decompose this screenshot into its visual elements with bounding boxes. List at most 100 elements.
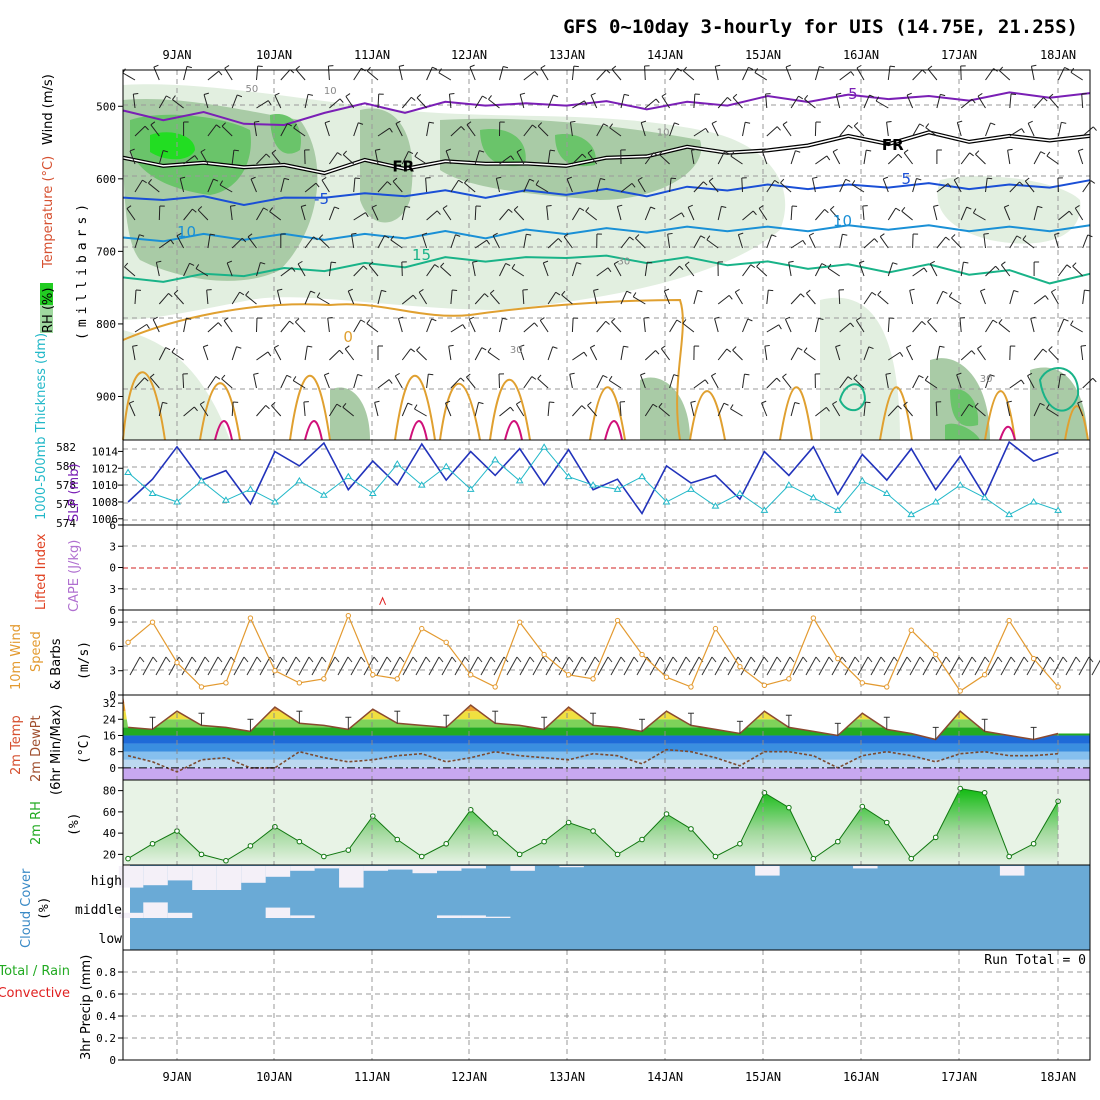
surface-barb — [464, 656, 470, 663]
wind-barb — [366, 70, 379, 81]
wind-barb — [590, 95, 598, 109]
wind-barb — [832, 148, 838, 153]
wind-barb — [194, 155, 199, 160]
surface-barb — [441, 656, 453, 676]
wind-barb — [436, 210, 441, 215]
wind-barb — [887, 153, 899, 165]
wind-barb — [929, 263, 938, 277]
contour-label: 10 — [657, 127, 670, 138]
slp-point — [711, 502, 720, 509]
rh-tick-label: 40 — [103, 827, 116, 840]
wind-barb — [227, 260, 233, 264]
wind-barb — [717, 348, 728, 361]
wind-barb — [875, 96, 880, 102]
wind-barb — [313, 236, 318, 241]
precip-tick-label: 0 — [109, 1054, 116, 1067]
wind-barb — [445, 148, 451, 152]
wind-barb — [156, 260, 162, 263]
slp-point — [271, 497, 279, 505]
wind-barb — [426, 210, 438, 221]
wind-barb — [693, 181, 704, 193]
wind-barb — [263, 207, 269, 211]
wind-barb — [547, 238, 559, 249]
slp-point — [662, 497, 671, 505]
wind-barb — [655, 98, 660, 104]
contour-label: 0 — [343, 328, 353, 346]
bottom-date-label: 11JAN — [354, 1070, 390, 1084]
wind-barb — [581, 405, 586, 410]
surface-barb — [1078, 656, 1090, 676]
wind-barb — [1046, 404, 1050, 409]
wind-barb — [210, 233, 216, 236]
wind-barb — [416, 346, 421, 351]
surface-barb — [181, 656, 193, 676]
wind-barb — [274, 95, 282, 109]
wind-barb — [176, 232, 182, 237]
wind-barb — [426, 264, 436, 277]
wind-tick-label: 0 — [109, 689, 116, 702]
wind-barb — [593, 288, 599, 291]
wind-barb — [280, 267, 293, 277]
rh-point — [883, 819, 890, 826]
wind-barb — [906, 347, 914, 361]
wind-barb — [144, 377, 149, 382]
wind-barb — [985, 265, 996, 277]
wind-barb — [366, 323, 379, 333]
wind-barb — [537, 378, 549, 389]
wind-barb — [256, 153, 267, 165]
wind-barb — [163, 150, 169, 153]
wind-barb — [956, 374, 962, 389]
wind-barb — [496, 176, 502, 179]
wind-barb — [374, 150, 379, 165]
surface-barb — [818, 656, 830, 676]
surface-barb — [220, 656, 232, 676]
surface-barb — [259, 656, 271, 676]
wind-barb — [231, 237, 243, 249]
wind-barb — [200, 151, 209, 165]
contour-label: 30 — [980, 374, 993, 385]
wind-barb — [183, 263, 190, 277]
wind-barb — [909, 288, 915, 291]
wind-barb — [1040, 151, 1046, 155]
wind-barb — [189, 262, 195, 266]
slp-point — [1029, 497, 1038, 505]
wind-barb — [1020, 379, 1025, 385]
temp-ylabel: (6hr Min/Max) — [49, 705, 64, 795]
wind-barb — [611, 321, 622, 333]
wind-barb — [960, 98, 973, 109]
slp-point — [148, 489, 157, 497]
cape-tick-label: 6 — [109, 604, 116, 617]
wind-barb — [219, 180, 224, 186]
surface-barb — [451, 656, 457, 663]
wind-barb — [231, 150, 235, 165]
surface-barb — [477, 656, 483, 663]
wind-barb — [535, 180, 540, 186]
wind-barb — [925, 379, 938, 389]
wind-barb — [824, 209, 829, 214]
wind-barb — [865, 401, 871, 404]
wind-barb — [416, 349, 427, 361]
precip-tick-label: 0.4 — [96, 1010, 116, 1023]
surface-barb — [607, 656, 613, 663]
wind-barb — [247, 233, 253, 238]
wind-barb — [800, 293, 805, 298]
wind-barb — [975, 153, 986, 165]
contour-label: FR — [392, 158, 414, 176]
wind-barb — [697, 289, 703, 293]
wind-barb — [1009, 235, 1018, 249]
wind-barb — [936, 94, 941, 109]
wind-barb — [499, 318, 503, 333]
wind-barb — [995, 265, 1000, 271]
wind-barb — [863, 292, 873, 305]
wind-barb — [960, 152, 971, 165]
wind-barb — [669, 122, 675, 137]
wind-speed-point — [884, 684, 890, 690]
wind-barb — [241, 237, 247, 243]
surface-barb — [529, 656, 535, 663]
cape-y-ticks: 6 3 0 3 6 — [109, 519, 123, 617]
wind-barb — [851, 180, 856, 185]
slp-tick-label: 1014 — [92, 445, 119, 458]
wind-barb — [869, 94, 875, 98]
precip-ylabel-conv: Convective — [0, 986, 70, 1001]
wind10m-panel: 0 3 6 9 10m Wind Speed & Barbs (m/s) — [9, 609, 1100, 702]
